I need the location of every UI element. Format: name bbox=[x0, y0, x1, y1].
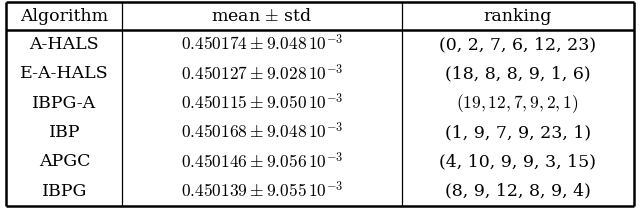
Text: IBPG: IBPG bbox=[42, 183, 87, 200]
Text: IBPG-A: IBPG-A bbox=[33, 95, 97, 112]
Text: APGC: APGC bbox=[38, 154, 90, 170]
Text: IBP: IBP bbox=[49, 124, 80, 141]
Text: A-HALS: A-HALS bbox=[29, 36, 99, 53]
Text: $0.450139\pm9.055\,10^{-3}$: $0.450139\pm9.055\,10^{-3}$ bbox=[180, 181, 343, 201]
Text: $\mathbf{0.450115}\pm9.050\,10^{-3}$: $\mathbf{0.450115}\pm9.050\,10^{-3}$ bbox=[180, 93, 343, 113]
Text: E-A-HALS: E-A-HALS bbox=[20, 66, 109, 83]
Text: (18, 8, 8, 9, 1, 6): (18, 8, 8, 9, 1, 6) bbox=[445, 66, 590, 83]
Text: (8, 9, 12, 8, 9, 4): (8, 9, 12, 8, 9, 4) bbox=[445, 183, 591, 200]
Text: $0.450146\pm9.056\,10^{-3}$: $0.450146\pm9.056\,10^{-3}$ bbox=[180, 152, 343, 172]
Text: $0.450174\pm9.048\,10^{-3}$: $0.450174\pm9.048\,10^{-3}$ bbox=[180, 35, 343, 55]
Text: Algorithm: Algorithm bbox=[20, 7, 108, 25]
Text: ranking: ranking bbox=[483, 7, 552, 25]
Text: $(\mathbf{19}, 12, 7, 9, 2, 1)$: $(\mathbf{19}, 12, 7, 9, 2, 1)$ bbox=[456, 92, 579, 115]
Text: mean $\pm$ std: mean $\pm$ std bbox=[211, 7, 313, 25]
Text: (1, 9, 7, 9, 23, 1): (1, 9, 7, 9, 23, 1) bbox=[445, 124, 591, 141]
Text: $0.450127\pm9.028\,10^{-3}$: $0.450127\pm9.028\,10^{-3}$ bbox=[180, 64, 343, 84]
Text: $0.450168\pm9.048\,10^{-3}$: $0.450168\pm9.048\,10^{-3}$ bbox=[180, 123, 343, 143]
Text: (4, 10, 9, 9, 3, 15): (4, 10, 9, 9, 3, 15) bbox=[439, 154, 596, 170]
Text: (0, 2, 7, 6, 12, 23): (0, 2, 7, 6, 12, 23) bbox=[439, 36, 596, 53]
